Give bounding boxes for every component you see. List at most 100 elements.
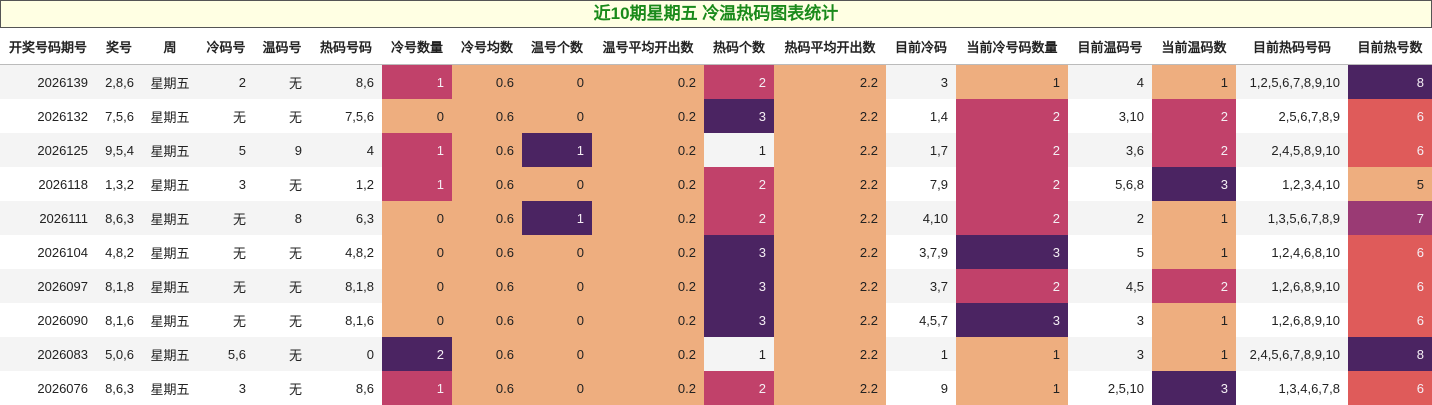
cell: 1: [522, 133, 592, 167]
cell: 2.2: [774, 64, 886, 99]
cell: 3,7: [886, 269, 956, 303]
cell: 5,6: [198, 337, 254, 371]
cell: 2: [1152, 133, 1236, 167]
cell: 2: [704, 64, 774, 99]
cell: 2.2: [774, 337, 886, 371]
cell: 0.2: [592, 269, 704, 303]
table-row: 2026132 7,5,6 星期五无无 7,5,6 0 0.6 0 0.2 3 2.2 1,4 2 3,…: [0, 99, 1432, 133]
cell: 8,6,3: [105, 380, 134, 396]
cell: 2.2: [774, 133, 886, 167]
cell: 1: [956, 64, 1068, 99]
cell: 3: [1152, 167, 1236, 201]
column-header: 温号个数: [530, 39, 583, 55]
column-header: 当前温码数: [1161, 39, 1227, 55]
cell: 2: [1152, 269, 1236, 303]
cell: 0: [522, 99, 592, 133]
cell: 0.6: [452, 303, 522, 337]
cell: 2.2: [774, 235, 886, 269]
cell: 1: [1152, 235, 1236, 269]
column-header: 目前冷码: [894, 39, 947, 55]
cell: 3: [704, 235, 774, 269]
cell: 2026132: [37, 108, 88, 124]
cell: 0.2: [592, 337, 704, 371]
cell: 0: [382, 269, 452, 303]
table-row: 2026090 8,1,6 星期五无无 8,1,6 0 0.6 0 0.2 3 2.2 4,5,7 3…: [0, 303, 1432, 337]
cell: 7,5,6: [105, 108, 134, 124]
cell: 2: [704, 371, 774, 405]
column-header: 奖号: [105, 39, 132, 55]
column-header: 热码平均开出数: [784, 39, 876, 55]
cell: 无: [198, 269, 254, 303]
column-header: 目前热号数: [1357, 39, 1423, 55]
cell: 1: [1152, 337, 1236, 371]
table-row: 2026083 5,0,6 星期五 5,6 无 0 2 0.6 0 0.2 1 2.2 1 1 3 1 2,4,…: [0, 337, 1432, 371]
table-row: 2026118 1,3,2 星期五 3 无 1,2 1 0.6 0 0.2 2 2.2 7,9 2 5,6,…: [0, 167, 1432, 201]
cell: 1: [956, 371, 1068, 405]
cell: 1: [382, 133, 452, 167]
cell: 2026104: [37, 244, 88, 260]
cell: 1,2,6,8,9,10: [1236, 269, 1348, 303]
cell: 2026118: [38, 176, 88, 192]
cell: 2: [382, 337, 452, 371]
cell: 6: [1348, 133, 1432, 167]
cell: 3: [1152, 371, 1236, 405]
column-header: 当前冷号码数量: [966, 39, 1058, 55]
cell: 5: [1348, 167, 1432, 201]
cell: 0.6: [452, 167, 522, 201]
cell: 3: [238, 380, 246, 396]
cell: 1: [704, 133, 774, 167]
cell: 1,2,4,6,8,10: [1271, 244, 1340, 260]
cell: 1,3,2: [105, 176, 134, 192]
cell: 5: [1136, 244, 1144, 260]
cell: 2: [1152, 99, 1236, 133]
table-row: 2026125 9,5,4 星期五 5 9 4 1 0.6 1 0.2 1 2.2 1,7 2 3,6 2 2,…: [0, 133, 1432, 167]
cell: 2,4,5,8,9,10: [1236, 133, 1348, 167]
cell: 0.2: [592, 201, 704, 235]
cell: 0: [310, 337, 382, 371]
cell: 星期五: [142, 269, 198, 303]
cell: 星期五: [142, 64, 198, 99]
cell: 0.2: [592, 303, 704, 337]
cell: 8,6: [355, 380, 374, 396]
cell: 0.6: [452, 337, 522, 371]
cell: 8,6,3: [96, 201, 142, 235]
cell: 2: [956, 167, 1068, 201]
cell: 2026076: [37, 380, 88, 396]
cell: 0: [522, 235, 592, 269]
cell: 1,2,5,6,7,8,9,10: [1236, 64, 1348, 99]
cell: 0.6: [452, 269, 522, 303]
cell: 4,8,2: [105, 244, 134, 260]
column-header: 周: [163, 39, 177, 55]
cell: 6,3: [310, 201, 382, 235]
cell: 7,5,6: [345, 108, 374, 124]
cell: 5: [198, 133, 254, 167]
cell: 0: [382, 99, 452, 133]
cell: 无: [232, 245, 246, 261]
cell: 2: [704, 167, 774, 201]
cell: 0: [382, 235, 452, 269]
cell: 1: [522, 201, 592, 235]
cell: 2: [956, 99, 1068, 133]
cell: 5,0,6: [96, 337, 142, 371]
cell: 4: [1068, 64, 1152, 99]
cell: 2: [1068, 201, 1152, 235]
cell: 4,5,7: [919, 312, 948, 328]
cell: 1,3,5,6,7,8,9: [1236, 201, 1348, 235]
cell: 0: [382, 303, 452, 337]
column-header: 冷号数量: [390, 39, 443, 55]
cell: 3: [1068, 337, 1152, 371]
cell: 1: [382, 64, 452, 99]
table-row: 2026097 8,1,8 星期五无无 8,1,8 0 0.6 0 0.2 3 2.2 3,7 2 4,…: [0, 269, 1432, 303]
table-body: 2026139 2,8,6 星期五 2 无 8,6 1 0.6 0 0.2 2 2.2 3 1 4 1 1,2,…: [0, 64, 1432, 405]
cell: 1,3,4,6,7,8: [1278, 380, 1340, 396]
cell: 0: [522, 371, 592, 405]
column-header: 热码号码: [319, 39, 372, 55]
cell: 2.2: [774, 99, 886, 133]
cell: 无: [288, 245, 302, 261]
cell: 1,2,3,4,10: [1282, 176, 1340, 192]
cell: 星期五: [150, 177, 190, 193]
cell: 8: [1348, 337, 1432, 371]
cell: 2026097: [0, 269, 96, 303]
cell: 0: [522, 303, 592, 337]
